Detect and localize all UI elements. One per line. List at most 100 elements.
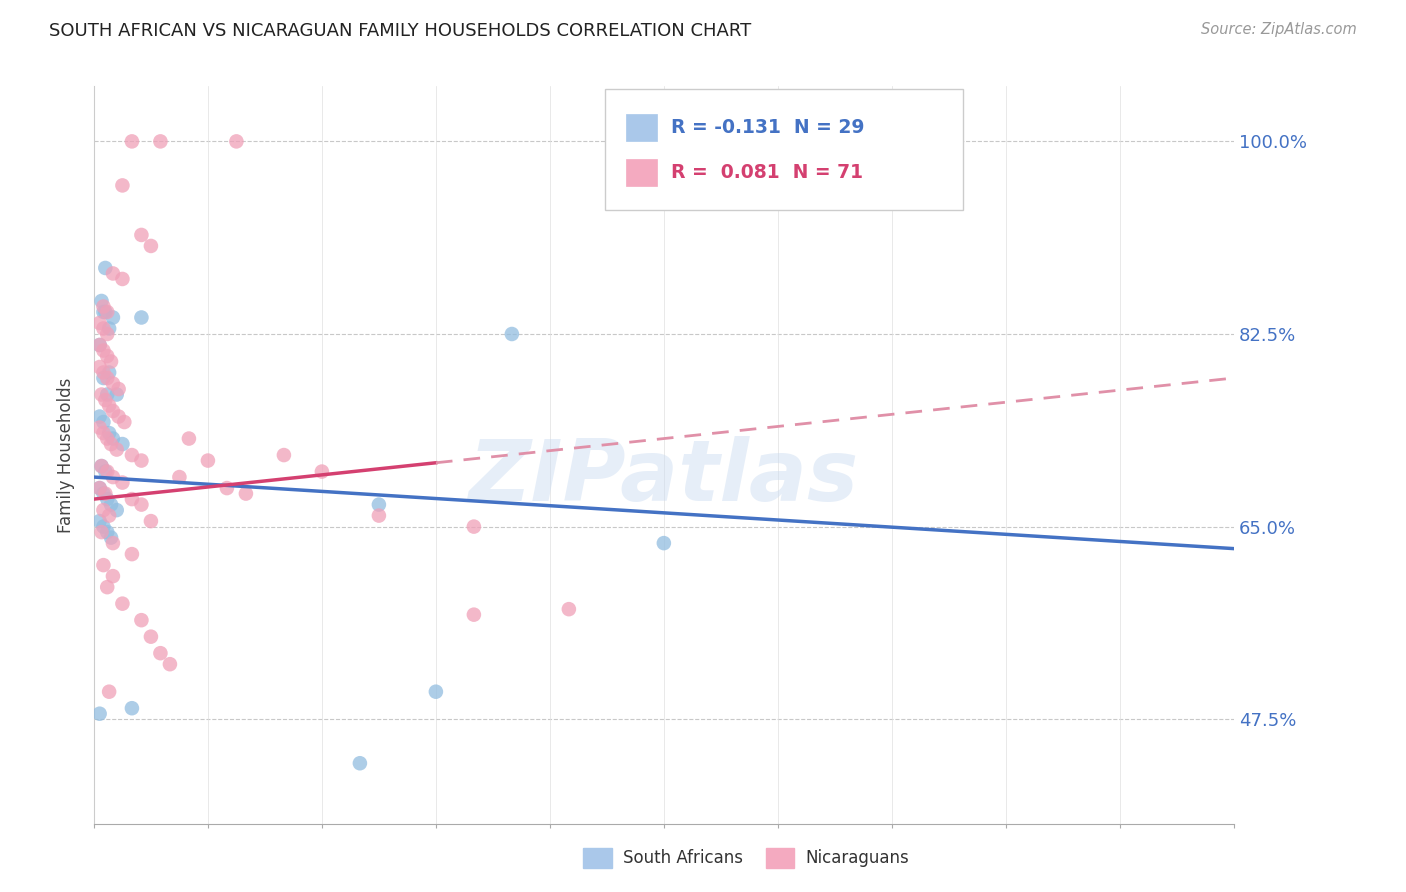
Point (90, 459, 112, 474)
Point (94, 465, 117, 479)
Point (101, 310, 124, 325)
Text: R =  0.081  N = 71: R = 0.081 N = 71 (671, 162, 863, 182)
Point (131, 613, 153, 627)
Point (149, 646, 172, 660)
Point (98, 425, 121, 440)
Point (121, 547, 143, 561)
Point (93, 503, 115, 517)
Point (105, 442, 128, 457)
Point (101, 404, 124, 418)
Point (93, 519, 115, 533)
Point (112, 415, 135, 429)
Point (139, 630, 162, 644)
Point (94, 486, 117, 500)
Point (89, 481, 111, 495)
Text: Nicaraguans: Nicaraguans (806, 849, 910, 867)
Point (111, 597, 134, 611)
Point (131, 453, 153, 467)
Point (111, 475, 134, 490)
Point (96, 305, 118, 319)
Point (501, 326, 523, 341)
Point (93, 366, 115, 380)
Point (101, 376, 124, 391)
Point (93, 300, 115, 314)
Point (89, 706, 111, 721)
Point (149, 135, 172, 149)
Point (111, 437, 134, 451)
Point (94, 260, 117, 275)
Point (100, 498, 122, 512)
Point (89, 359, 111, 374)
Point (93, 486, 115, 500)
Point (101, 569, 124, 583)
Point (463, 607, 485, 622)
Point (100, 354, 122, 368)
Point (101, 267, 124, 281)
Point (463, 519, 485, 533)
Point (96, 326, 118, 341)
Point (111, 272, 134, 286)
Point (90, 387, 112, 401)
Point (273, 448, 295, 462)
Point (89, 481, 111, 495)
Point (107, 382, 129, 396)
Point (93, 305, 115, 319)
Point (169, 470, 191, 484)
Point (90, 525, 112, 540)
Point (93, 558, 115, 573)
Point (105, 503, 128, 517)
Point (93, 425, 115, 440)
Point (89, 338, 111, 352)
Point (96, 580, 118, 594)
Text: Source: ZipAtlas.com: Source: ZipAtlas.com (1201, 22, 1357, 37)
Point (89, 420, 111, 434)
Point (139, 514, 162, 528)
Point (105, 387, 128, 401)
Point (93, 321, 115, 335)
Point (89, 514, 111, 528)
Point (139, 239, 162, 253)
Point (121, 135, 143, 149)
Text: SOUTH AFRICAN VS NICARAGUAN FAMILY HOUSEHOLDS CORRELATION CHART: SOUTH AFRICAN VS NICARAGUAN FAMILY HOUSE… (49, 22, 751, 40)
Point (98, 321, 121, 335)
Point (96, 492, 118, 507)
Point (101, 536, 124, 550)
Point (93, 371, 115, 385)
Point (159, 657, 181, 672)
Point (94, 305, 117, 319)
Point (225, 135, 247, 149)
Point (121, 701, 143, 715)
Point (311, 465, 333, 479)
Point (652, 536, 675, 550)
Point (101, 470, 124, 484)
Point (367, 498, 389, 512)
Text: R = -0.131  N = 29: R = -0.131 N = 29 (671, 118, 865, 137)
Point (131, 498, 153, 512)
Point (89, 316, 111, 330)
Point (90, 293, 112, 308)
Point (107, 409, 129, 424)
Point (96, 371, 118, 385)
Point (367, 508, 389, 523)
Point (98, 684, 121, 698)
Point (93, 343, 115, 358)
Text: South Africans: South Africans (623, 849, 742, 867)
Point (96, 432, 118, 446)
Point (101, 432, 124, 446)
Point (215, 481, 238, 495)
Point (96, 525, 118, 540)
Point (131, 227, 153, 242)
Point (235, 486, 257, 500)
Point (98, 366, 121, 380)
Point (90, 459, 112, 474)
Point (121, 492, 143, 507)
Point (96, 349, 118, 363)
Point (349, 756, 371, 771)
Point (93, 415, 115, 429)
Y-axis label: Family Households: Family Households (58, 377, 75, 533)
Point (121, 448, 143, 462)
Point (558, 602, 581, 616)
Point (425, 684, 447, 698)
Point (100, 437, 122, 451)
Point (98, 399, 121, 413)
